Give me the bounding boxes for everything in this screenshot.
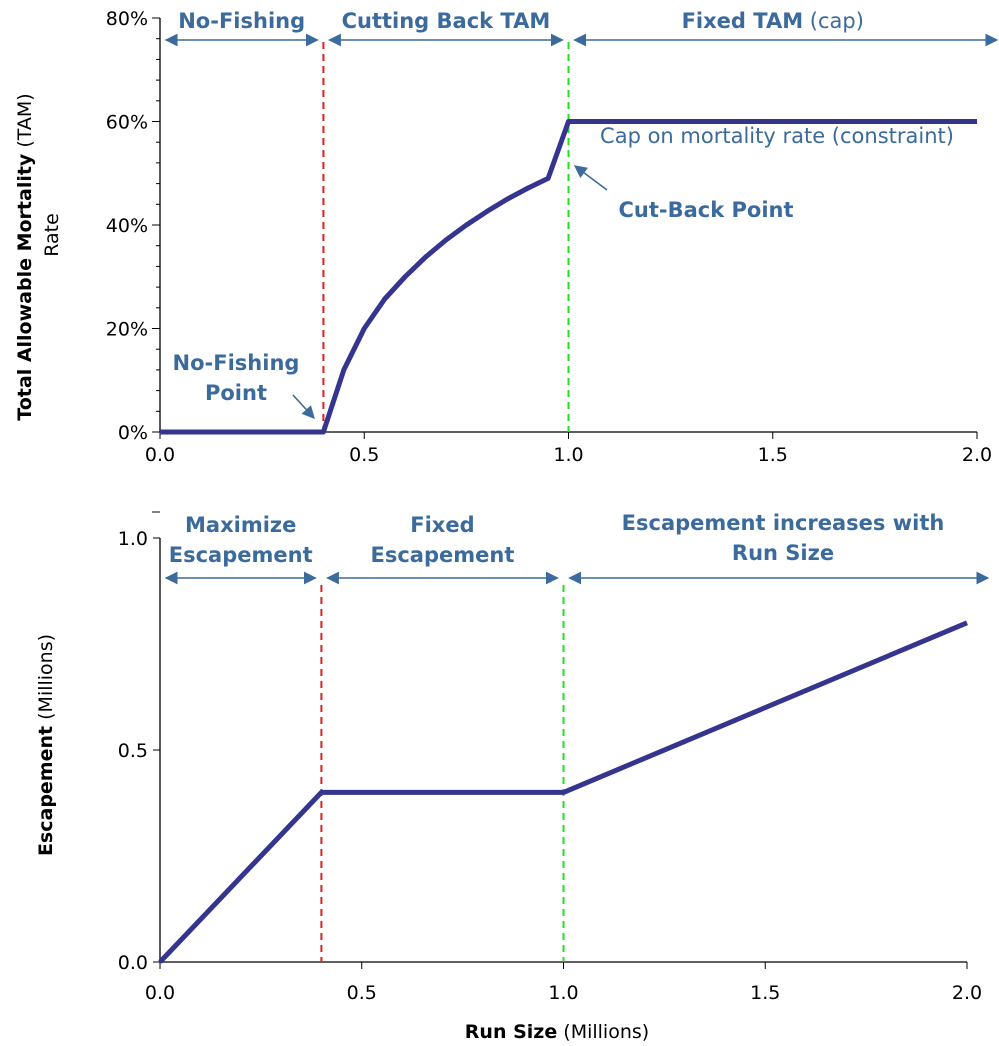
x-tick-label: 1.0 (553, 444, 583, 466)
y-axis-title-suffix: (TAM) (14, 93, 36, 153)
y-axis-title-bold: Escapement (35, 726, 57, 856)
nofishing-annotation-line1: No-Fishing (173, 351, 300, 375)
series-line (160, 119, 977, 435)
y-tick-label: 1.0 (118, 528, 148, 550)
x-axis-title: Run Size (Millions) (465, 1021, 649, 1043)
y-tick-label: 0.0 (118, 952, 148, 974)
x-tick-label: 1.5 (758, 444, 788, 466)
x-tick-label: 1.5 (750, 982, 780, 1004)
tam-chart: 0% 20% 40% 60% 80% 0.0 0.5 1.0 1.5 2.0 No-Fishing C… (14, 8, 999, 466)
nofishing-annotation-line2: Point (205, 381, 267, 405)
y-axis-title-suffix: (Millions) (35, 634, 57, 726)
region-label: No-Fishing (178, 9, 305, 33)
y-tick-label: 20% (106, 319, 148, 341)
y-axis-title-bold: Total Allowable Mortality (14, 153, 36, 421)
x-tick-label: 1.0 (548, 982, 578, 1004)
x-tick-label: 0.0 (145, 444, 175, 466)
x-tick-label: 2.0 (962, 444, 992, 466)
region-label: Run Size (732, 541, 834, 565)
cutback-arrow (573, 165, 608, 191)
series-line (158, 620, 968, 964)
y-axis-title-line2: Rate (41, 213, 63, 257)
y-tick-label: 40% (106, 215, 148, 237)
cutback-annotation: Cut-Back Point (618, 198, 793, 222)
y-tick-label: 80% (106, 8, 148, 30)
y-tick-label: 0.5 (118, 740, 148, 762)
x-tick-label: 2.0 (952, 982, 982, 1004)
region-label-suffix: (cap) (803, 9, 864, 33)
region-label-main: Fixed TAM (682, 9, 804, 33)
nofishing-arrow (292, 394, 315, 419)
y-axis-title: Escapement (Millions) (35, 634, 57, 856)
region-label: Escapement (371, 543, 515, 567)
x-tick-label: 0.5 (347, 982, 377, 1004)
region-label: Escapement (169, 543, 313, 567)
y-tick-label: 0% (118, 422, 148, 444)
region-label-main: Cutting Back TAM (342, 9, 551, 33)
region-label: Escapement increases with (622, 511, 945, 535)
x-tick-label: 0.5 (349, 444, 379, 466)
region-label: Fixed TAM (cap) (682, 9, 864, 33)
region-label-main: No-Fishing (178, 9, 305, 33)
y-axis-title: Total Allowable Mortality (TAM) (14, 93, 36, 420)
x-axis-title-suffix: (Millions) (557, 1021, 649, 1043)
escapement-chart: 0.0 0.5 1.0 0.0 0.5 1.0 1.5 2.0 Maximize Escapeme… (35, 511, 990, 1043)
region-label: Fixed (410, 513, 474, 537)
y-tick-label: 60% (106, 112, 148, 134)
cap-annotation: Cap on mortality rate (constraint) (600, 124, 954, 148)
x-axis-title-bold: Run Size (465, 1021, 557, 1043)
x-tick-label: 0.0 (145, 982, 175, 1004)
region-label: Maximize (185, 513, 296, 537)
region-label: Cutting Back TAM (342, 9, 551, 33)
